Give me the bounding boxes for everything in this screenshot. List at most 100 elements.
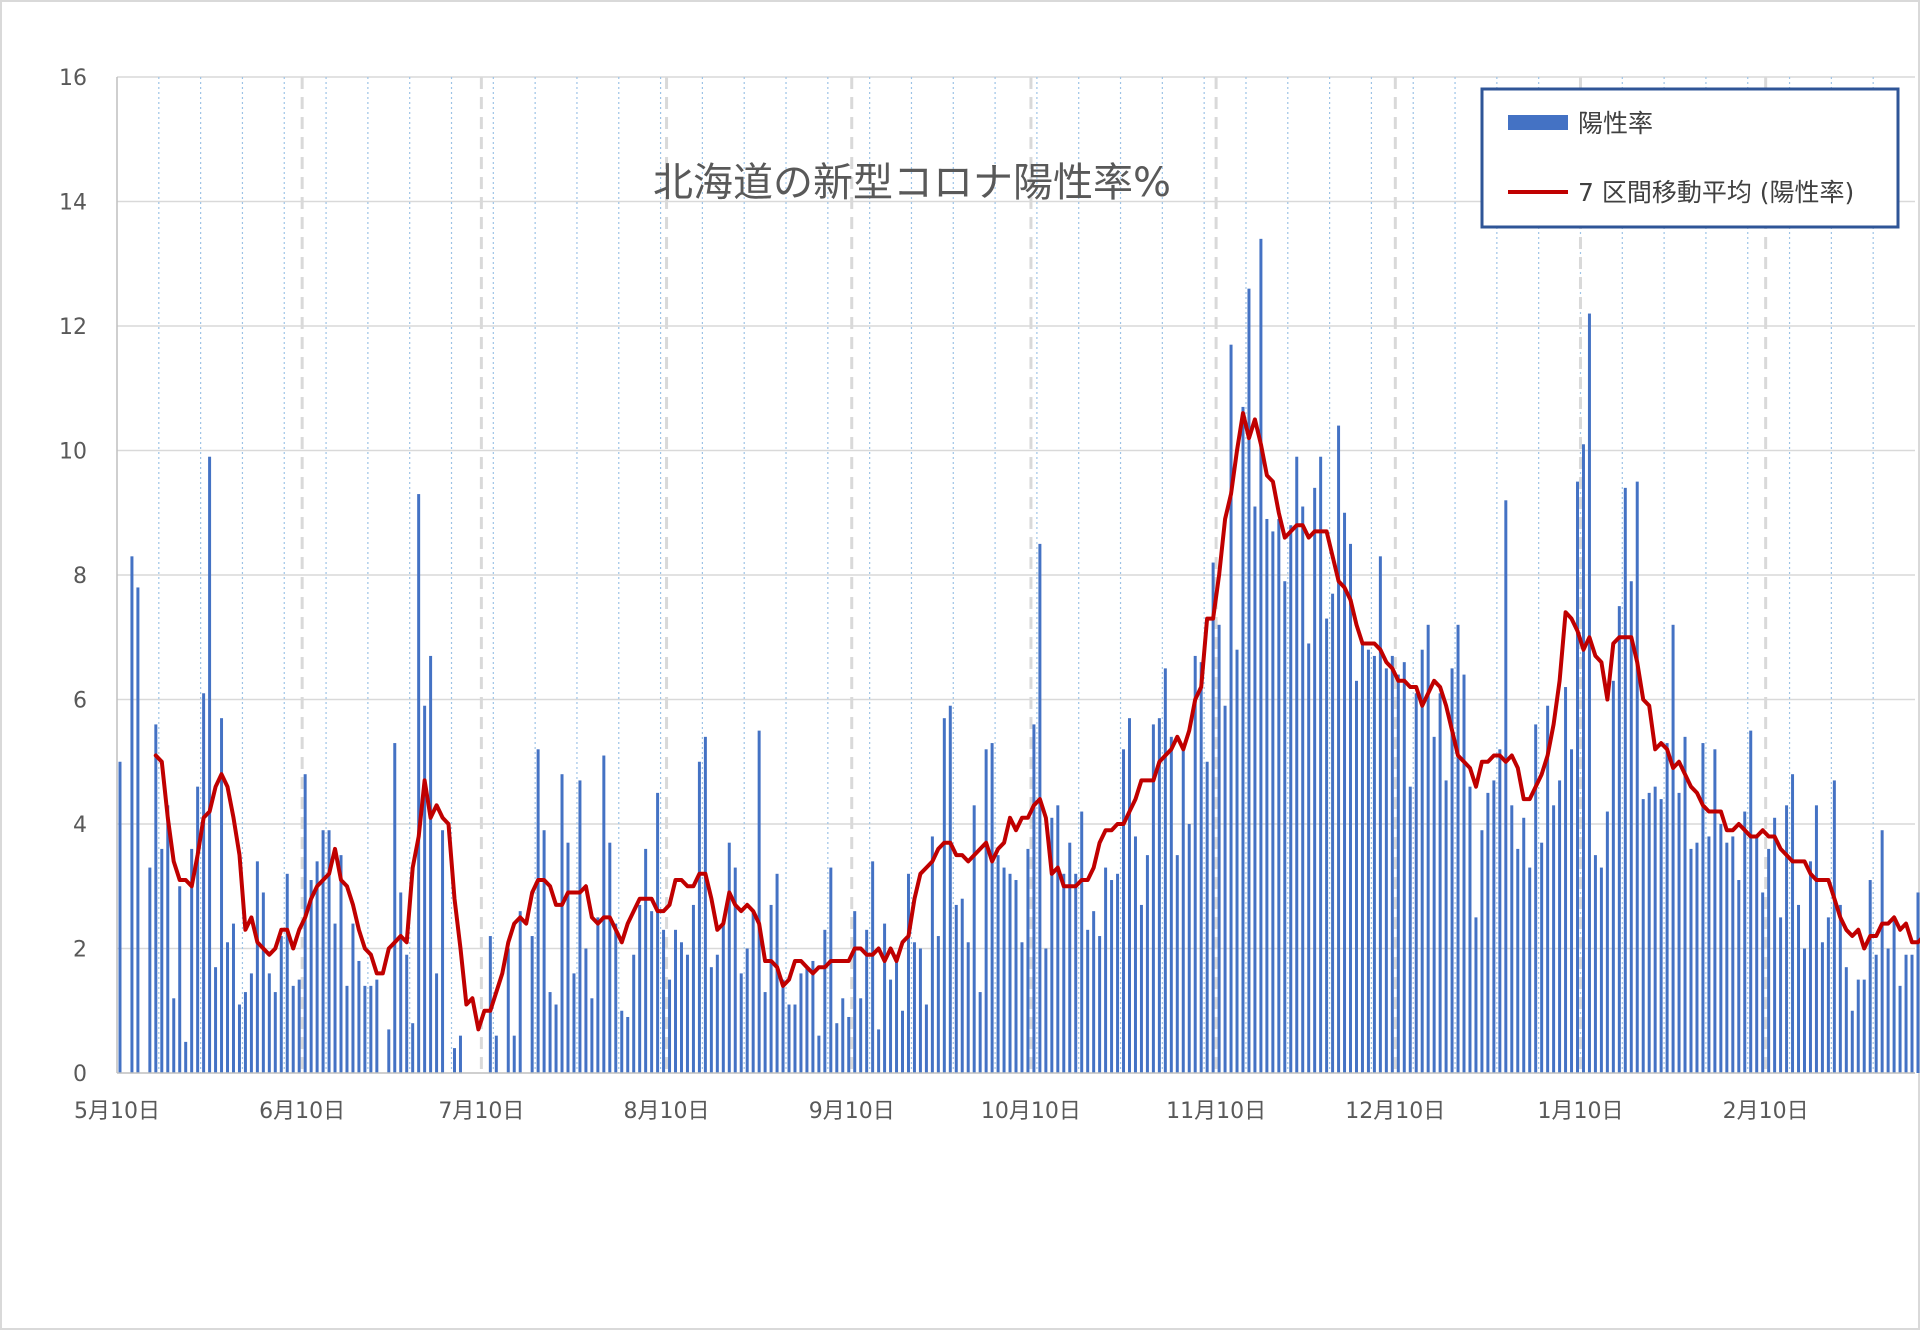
bar <box>942 718 946 1073</box>
bar <box>506 948 510 1073</box>
bar <box>1725 842 1729 1073</box>
bar <box>1080 811 1084 1073</box>
bar <box>799 973 803 1073</box>
bar <box>1558 780 1562 1073</box>
bar <box>1402 662 1406 1073</box>
bar <box>118 761 122 1073</box>
bar <box>1193 655 1197 1073</box>
bar <box>1229 344 1233 1073</box>
bar <box>1587 313 1591 1073</box>
bar <box>1767 848 1771 1073</box>
axes: 0 2 4 6 8 10 12 14 16 5月10日 6月10日 7月10日 8月10日 9月10日 10… <box>59 66 1915 1124</box>
bar <box>333 923 337 1073</box>
bar <box>226 942 230 1073</box>
x-tick-label: 10月10日 <box>981 1099 1081 1124</box>
bar <box>1110 880 1114 1073</box>
bar <box>1731 836 1735 1073</box>
bar <box>1390 655 1394 1073</box>
bar <box>1785 805 1789 1073</box>
bar <box>769 904 773 1073</box>
bar <box>1343 512 1347 1073</box>
bar <box>154 724 158 1073</box>
bar <box>1552 805 1556 1073</box>
bar <box>895 954 899 1073</box>
bar <box>1086 929 1090 1073</box>
bar <box>805 967 809 1073</box>
bar <box>1689 848 1693 1073</box>
bar <box>548 992 552 1073</box>
bar <box>339 855 343 1073</box>
bar <box>1050 817 1054 1073</box>
bar <box>936 936 940 1073</box>
bar <box>1874 954 1878 1073</box>
bar <box>1791 774 1795 1073</box>
bar <box>715 954 719 1073</box>
bar <box>1504 500 1508 1073</box>
bar <box>1719 824 1723 1073</box>
bar <box>1701 743 1705 1073</box>
bar <box>1611 680 1615 1073</box>
bar <box>1546 705 1550 1073</box>
bar <box>1629 581 1633 1073</box>
bar <box>1814 805 1818 1073</box>
bar <box>650 911 654 1073</box>
bar <box>1671 624 1675 1073</box>
bar <box>285 873 289 1073</box>
bar <box>1528 867 1532 1073</box>
bar <box>1850 1010 1854 1073</box>
bar <box>220 718 224 1073</box>
bar <box>1492 780 1496 1073</box>
bar <box>793 1004 797 1073</box>
bar <box>243 992 247 1073</box>
legend-line-label: 7 区間移動平均 (陽性率) <box>1578 178 1854 207</box>
bar <box>1313 487 1317 1074</box>
bar <box>405 954 409 1073</box>
bar <box>1522 817 1526 1073</box>
bar <box>1910 954 1914 1073</box>
bar <box>1862 979 1866 1073</box>
bar <box>1068 842 1072 1073</box>
y-tick-label: 16 <box>59 66 87 91</box>
bar <box>1360 643 1364 1073</box>
bar <box>1564 687 1568 1073</box>
bar <box>823 929 827 1073</box>
bar <box>656 792 660 1073</box>
bar <box>1534 724 1538 1073</box>
bar <box>1683 736 1687 1073</box>
bar <box>178 886 182 1073</box>
bar <box>1486 792 1490 1073</box>
bar <box>429 655 433 1073</box>
bar <box>1169 736 1173 1073</box>
bar <box>1038 543 1042 1073</box>
bar <box>1241 406 1245 1073</box>
bar <box>1450 668 1454 1073</box>
bar <box>1235 649 1239 1073</box>
bar <box>1707 836 1711 1073</box>
bar <box>1826 917 1830 1073</box>
bar <box>835 1023 839 1073</box>
bar <box>912 942 916 1073</box>
bar <box>1516 848 1520 1073</box>
bar <box>924 1004 928 1073</box>
y-tick-label: 10 <box>59 440 87 465</box>
bar <box>584 948 588 1073</box>
bar <box>1372 655 1376 1073</box>
bar <box>1844 967 1848 1073</box>
bar <box>1253 506 1257 1073</box>
bar <box>1337 425 1341 1074</box>
bar <box>530 936 534 1073</box>
bar <box>901 1010 904 1073</box>
bar <box>662 929 666 1073</box>
bar <box>1761 892 1765 1073</box>
bar <box>1211 562 1215 1073</box>
bar <box>536 749 540 1073</box>
bar <box>572 973 576 1073</box>
bar <box>1904 954 1908 1073</box>
bar <box>644 848 648 1073</box>
bar <box>1743 811 1747 1073</box>
bar <box>984 749 988 1073</box>
bar <box>1259 238 1263 1074</box>
bar <box>1856 979 1860 1073</box>
bar <box>1749 730 1753 1073</box>
bar <box>297 979 301 1073</box>
